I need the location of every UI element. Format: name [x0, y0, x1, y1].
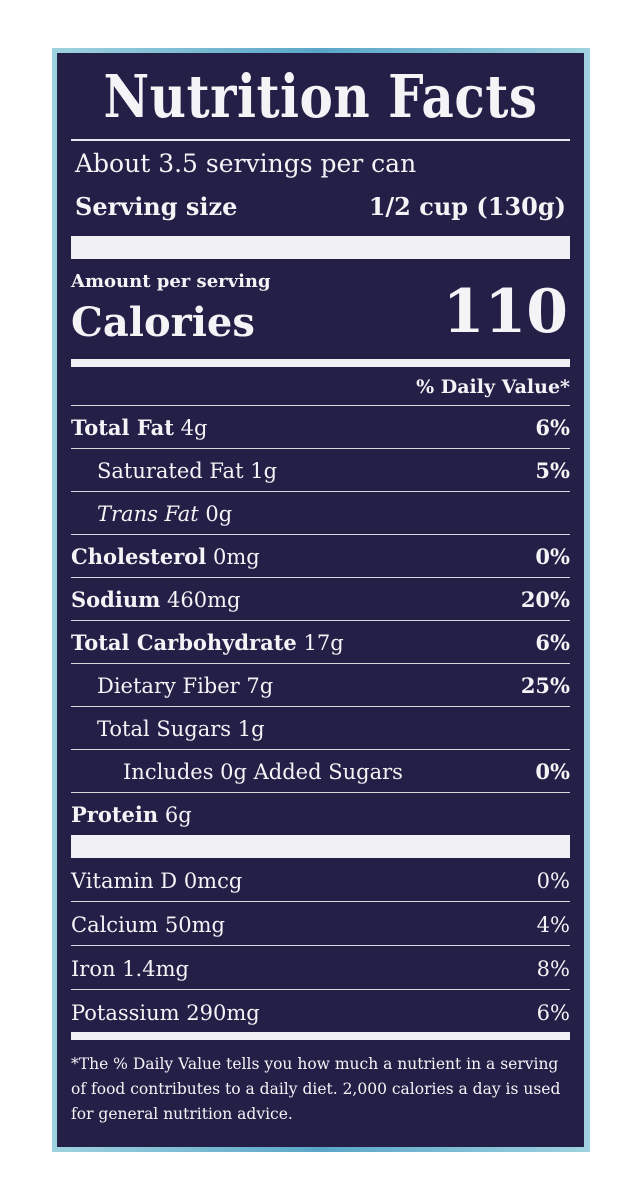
nutrient-label: Saturated Fat 1g — [97, 449, 277, 491]
nutrient-name: Dietary Fiber — [97, 674, 240, 698]
nutrient-name: Trans Fat — [97, 502, 199, 526]
title: Nutrition Facts — [71, 53, 570, 139]
serving-size: Serving size 1/2 cup (130g) — [71, 187, 570, 236]
nutrient-amount: 1g — [237, 717, 265, 741]
nutrient-row: Total Sugars 1g — [71, 707, 570, 750]
nutrient-row: Sodium 460mg 20% — [71, 578, 570, 621]
nutrient-daily-value: 0% — [535, 759, 570, 784]
nutrient-label: Total Fat 4g — [71, 406, 207, 448]
nutrient-daily-value: 6% — [535, 415, 570, 440]
vitamin-row: Calcium 50mg 4% — [71, 902, 570, 946]
nutrient-row: Cholesterol 0mg 0% — [71, 535, 570, 578]
nutrient-daily-value: 6% — [535, 630, 570, 655]
nutrient-daily-value: 20% — [520, 587, 570, 612]
thick-divider — [71, 835, 570, 858]
nutrient-name: Cholesterol — [71, 544, 207, 569]
nutrient-label: Total Carbohydrate 17g — [71, 621, 344, 663]
vitamin-name: Vitamin D 0mcg — [71, 869, 243, 893]
nutrient-amount: 460mg — [167, 588, 241, 612]
nutrient-name: Includes 0g Added Sugars — [123, 760, 403, 784]
nutrient-row: Saturated Fat 1g 5% — [71, 449, 570, 492]
nutrient-row: Total Fat 4g 6% — [71, 406, 570, 449]
nutrient-label: Cholesterol 0mg — [71, 535, 260, 577]
vitamin-row: Vitamin D 0mcg 0% — [71, 858, 570, 902]
nutrient-label: Dietary Fiber 7g — [97, 664, 273, 706]
nutrient-name: Saturated Fat — [97, 459, 244, 483]
nutrient-name: Protein — [71, 802, 159, 827]
nutrient-amount: 4g — [180, 416, 208, 440]
medium-divider — [71, 1032, 570, 1040]
daily-value-header: % Daily Value* — [71, 367, 570, 406]
calories-label: Calories — [71, 299, 255, 346]
nutrient-amount: 0g — [205, 502, 233, 526]
nutrient-name: Sodium — [71, 587, 161, 612]
nutrient-name: Total Fat — [71, 415, 174, 440]
title-text: Nutrition Facts — [103, 61, 538, 131]
vitamin-name: Calcium 50mg — [71, 913, 225, 937]
nutrient-amount: 0mg — [212, 545, 260, 569]
nutrient-label: Trans Fat 0g — [97, 492, 232, 534]
nutrient-amount: 6g — [164, 803, 192, 827]
nutrient-name: Total Carbohydrate — [71, 630, 297, 655]
nutrition-facts-panel: Nutrition Facts About 3.5 servings per c… — [57, 53, 584, 1147]
nutrient-daily-value: 25% — [520, 673, 570, 698]
footnote: *The % Daily Value tells you how much a … — [71, 1055, 561, 1123]
vitamin-daily-value: 6% — [536, 1001, 570, 1025]
vitamin-daily-value: 8% — [536, 957, 570, 981]
nutrient-name: Total Sugars — [97, 717, 232, 741]
nutrient-row: Protein 6g — [71, 793, 570, 835]
nutrient-amount: 1g — [250, 459, 278, 483]
amount-per-serving: Amount per serving — [71, 271, 271, 292]
nutrient-row: Trans Fat 0g — [71, 492, 570, 535]
nutrient-amount: 7g — [246, 674, 274, 698]
nutrient-label: Total Sugars 1g — [97, 707, 265, 749]
thick-divider — [71, 236, 570, 259]
servings-per-container: About 3.5 servings per can — [75, 149, 417, 178]
vitamin-daily-value: 4% — [536, 913, 570, 937]
vitamin-daily-value: 0% — [536, 869, 570, 893]
nutrient-daily-value: 5% — [535, 458, 570, 483]
serving-size-label: Serving size — [75, 192, 238, 221]
nutrient-daily-value: 0% — [535, 544, 570, 569]
nutrient-list: Total Fat 4g 6% Saturated Fat 1g 5% Trans Fa… — [71, 406, 570, 835]
nutrient-label: Includes 0g Added Sugars — [123, 750, 403, 792]
vitamin-name: Iron 1.4mg — [71, 957, 189, 981]
vitamin-row: Iron 1.4mg 8% — [71, 946, 570, 990]
serving-size-value: 1/2 cup (130g) — [368, 192, 566, 221]
vitamin-name: Potassium 290mg — [71, 1001, 260, 1025]
nutrient-label: Protein 6g — [71, 793, 192, 835]
nutrient-row: Total Carbohydrate 17g 6% — [71, 621, 570, 664]
vitamin-row: Potassium 290mg 6% — [71, 990, 570, 1032]
calories-section: Amount per serving Calories 110 — [71, 259, 570, 359]
calories-value: 110 — [442, 277, 568, 347]
nutrient-row: Includes 0g Added Sugars 0% — [71, 750, 570, 793]
medium-divider — [71, 359, 570, 367]
nutrient-row: Dietary Fiber 7g 25% — [71, 664, 570, 707]
nutrient-label: Sodium 460mg — [71, 578, 240, 620]
vitamin-list: Vitamin D 0mcg 0% Calcium 50mg 4% Iron 1.4mg… — [71, 858, 570, 1032]
nutrient-amount: 17g — [303, 631, 344, 655]
divider — [71, 139, 570, 141]
